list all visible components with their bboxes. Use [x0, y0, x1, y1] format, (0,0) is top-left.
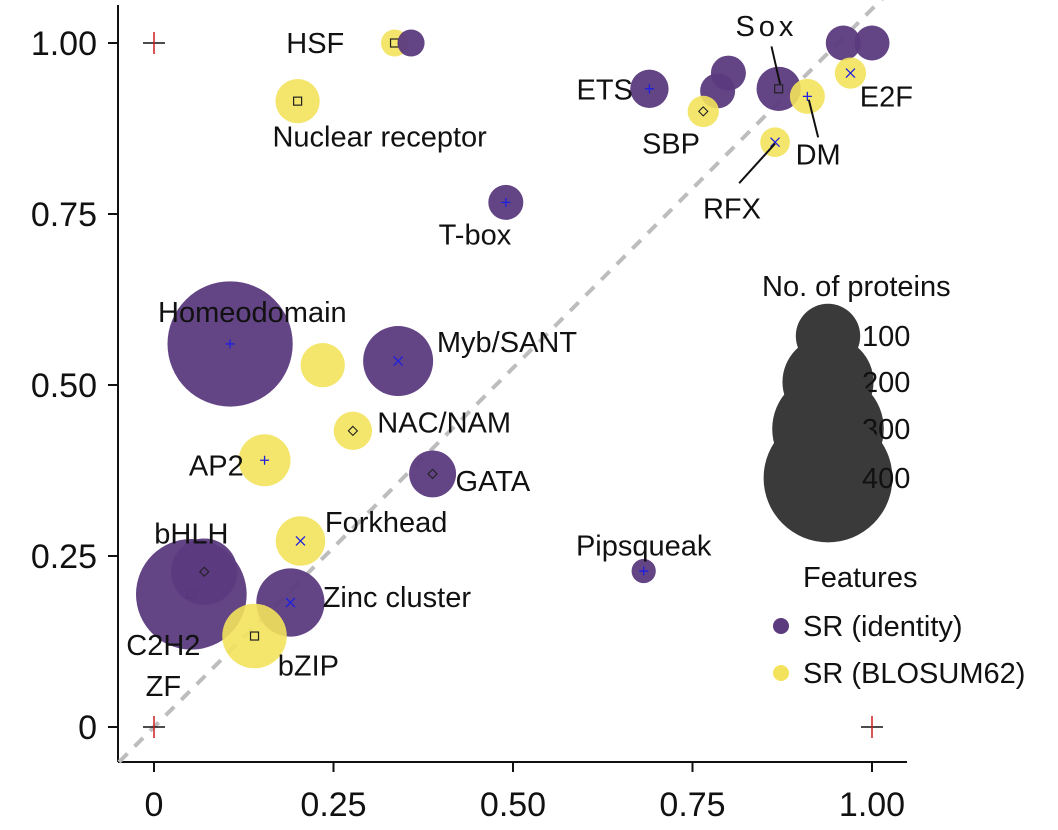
label-bzip: bZIP [278, 650, 339, 682]
point-gata-identity [409, 450, 457, 498]
point-bzip-blosum-square-marker [249, 631, 260, 641]
y-tick-label: 0.75 [31, 196, 97, 234]
label-sbp: SBP [642, 129, 700, 161]
legend-feature-label-blosum: SR (BLOSUM62) [803, 658, 1025, 690]
leader-lines [738, 46, 820, 184]
label-pipsqueak: Pipsqueak [576, 531, 712, 563]
x-tick-label: 1.00 [839, 786, 905, 824]
point-nuclear-receptor-blosum-square-marker [293, 96, 303, 106]
label-forkhead: Forkhead [325, 507, 448, 539]
point-t-box-identity-plus-marker [501, 197, 511, 207]
label-t-box: T-box [439, 220, 512, 252]
point-hsf-identity [397, 29, 425, 57]
point-unlabeled-identity [825, 25, 861, 61]
label-sox: Sox [735, 11, 797, 43]
legend-size-label-100: 100 [862, 321, 910, 353]
label-ets: ETS [576, 75, 632, 107]
point-sbp-blosum-diamond-marker [697, 106, 709, 117]
axes: 0 0.25 0.50 0.75 1.00 0 0.25 0.50 0.75 1.00 [31, 5, 907, 824]
label-e2f: E2F [860, 81, 913, 113]
point-unlabeled-blosum [300, 343, 345, 388]
label-zinc-cluster: Zinc cluster [323, 582, 472, 614]
x-tick-label: 0.25 [300, 786, 366, 824]
point-ap2-blosum-plus-marker [260, 455, 270, 465]
label-gata: GATA [456, 466, 531, 498]
legend-feature-title: Features [803, 562, 917, 594]
point-myb-sant-identity-cross-marker [393, 356, 404, 367]
point-zinc-cluster-identity-cross-marker [285, 597, 296, 608]
legend-size-label-400: 400 [862, 463, 910, 495]
label-dm: DM [796, 139, 841, 171]
label-homeodomain: Homeodomain [158, 297, 347, 329]
point-unlabeled-identity [710, 55, 746, 91]
legend-feature-label-identity: SR (identity) [803, 611, 963, 643]
label-rfx: RFX [703, 194, 761, 226]
label-leader-line [807, 99, 820, 138]
y-tick-label: 0 [78, 709, 97, 747]
point-bhlh-identity-diamond-marker [198, 566, 210, 578]
point-nuclear-receptor-blosum [275, 79, 320, 124]
point-nac-nam-blosum [333, 411, 373, 450]
legend-size-circle-400 [763, 413, 893, 543]
y-tick-label: 0.50 [31, 367, 97, 405]
point-homeodomain-identity-plus-marker [225, 339, 235, 349]
x-tick-label: 0.50 [480, 786, 546, 824]
legend-feature-swatch-identity [773, 618, 789, 634]
legend-size-title: No. of proteins [762, 271, 951, 303]
label-nac-nam: NAC/NAM [377, 408, 511, 440]
y-tick-label: 1.00 [31, 25, 97, 63]
point-labels: HSF Nuclear receptor Sox ETS E2F SBP DM RFX T-bo… [126, 11, 913, 703]
point-rfx-blosum-cross-marker [770, 137, 781, 148]
point-sox-identity [756, 66, 801, 111]
point-sbp-blosum [687, 95, 719, 128]
reference-marks [143, 32, 883, 738]
label-zf: ZF [146, 671, 181, 703]
point-nac-nam-blosum-diamond-marker [347, 425, 359, 437]
label-leader-line [738, 142, 776, 184]
y-tick-label: 0.25 [31, 538, 97, 576]
point-forkhead-blosum-cross-marker [295, 535, 306, 546]
x-tick-label: 0 [145, 786, 164, 824]
point-unlabeled-identity [854, 25, 890, 61]
label-hsf: HSF [286, 28, 344, 60]
point-e2f-blosum-cross-marker [845, 68, 856, 79]
label-leader-line [770, 46, 782, 85]
point-bhlh-identity [171, 538, 238, 605]
label-c2h2: C2H2 [126, 630, 200, 662]
data-points [135, 25, 890, 669]
legend-feature-swatch-blosum [773, 665, 789, 681]
point-sox-identity-square-marker [774, 84, 784, 94]
x-tick-label: 0.75 [659, 786, 725, 824]
label-nuclear-receptor: Nuclear receptor [272, 122, 487, 154]
point-bzip-blosum [222, 603, 287, 669]
label-bhlh: bHLH [154, 518, 228, 550]
label-myb-sant: Myb/SANT [437, 327, 577, 359]
point-dm-blosum-plus-marker [802, 91, 812, 101]
point-pipsqueak-identity-plus-marker [639, 566, 649, 576]
label-ap2: AP2 [189, 451, 244, 483]
point-ets-identity-plus-marker [644, 84, 654, 94]
point-gata-identity-diamond-marker [427, 468, 438, 480]
